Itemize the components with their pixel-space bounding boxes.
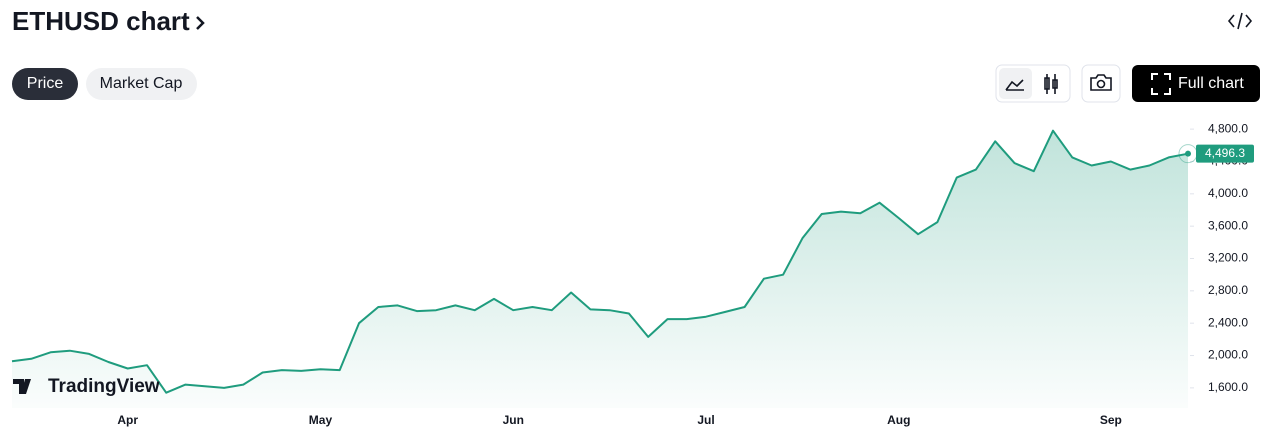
- watermark-text: TradingView: [48, 376, 160, 397]
- y-tick-label: 1,600.0: [1208, 380, 1248, 394]
- tab-market-cap[interactable]: [86, 68, 197, 100]
- full-chart-label: Full chart: [1178, 75, 1244, 92]
- camera-icon: [1090, 74, 1112, 91]
- last-point: [1185, 150, 1191, 157]
- title-chevron: [196, 16, 205, 30]
- x-tick-label: Apr: [117, 413, 138, 427]
- line-icon: [1005, 79, 1024, 91]
- x-tick-label: Jul: [697, 413, 714, 427]
- fullscreen-icon: [1151, 73, 1171, 95]
- x-tick-label: May: [309, 413, 333, 427]
- camera-lens: [1096, 79, 1106, 89]
- tab-label: Price: [27, 75, 64, 92]
- y-tick-label: 2,800.0: [1208, 283, 1248, 297]
- last-price-label: 4,496.3: [1205, 146, 1245, 160]
- x-tick-label: Sep: [1100, 413, 1122, 427]
- candle-icon[interactable]: [1044, 74, 1058, 94]
- price-line: [11, 129, 1189, 394]
- tv-logo: [13, 379, 31, 394]
- x-tick-label: Jun: [503, 413, 524, 427]
- embed-icon[interactable]: [1227, 12, 1253, 30]
- snapshot-button[interactable]: [1081, 64, 1121, 103]
- y-tick-label: 3,200.0: [1208, 251, 1248, 265]
- x-tick-label: Aug: [887, 413, 910, 427]
- y-tick-label: 4,000.0: [1208, 186, 1248, 200]
- title[interactable]: ETHUSD chart: [12, 6, 190, 36]
- tab-price[interactable]: [12, 68, 78, 100]
- last-price-tag: [1196, 144, 1254, 163]
- tab-label: Market Cap: [100, 75, 183, 92]
- watermark: TradingView: [13, 376, 160, 397]
- line-style-button[interactable]: [999, 68, 1032, 99]
- y-tick-label: 2,400.0: [1208, 315, 1248, 329]
- area-fill: [12, 130, 1188, 408]
- y-tick-label: 2,000.0: [1208, 348, 1248, 362]
- y-tick-label: 3,600.0: [1208, 218, 1248, 232]
- y-tick-label: 4,800.0: [1208, 121, 1248, 135]
